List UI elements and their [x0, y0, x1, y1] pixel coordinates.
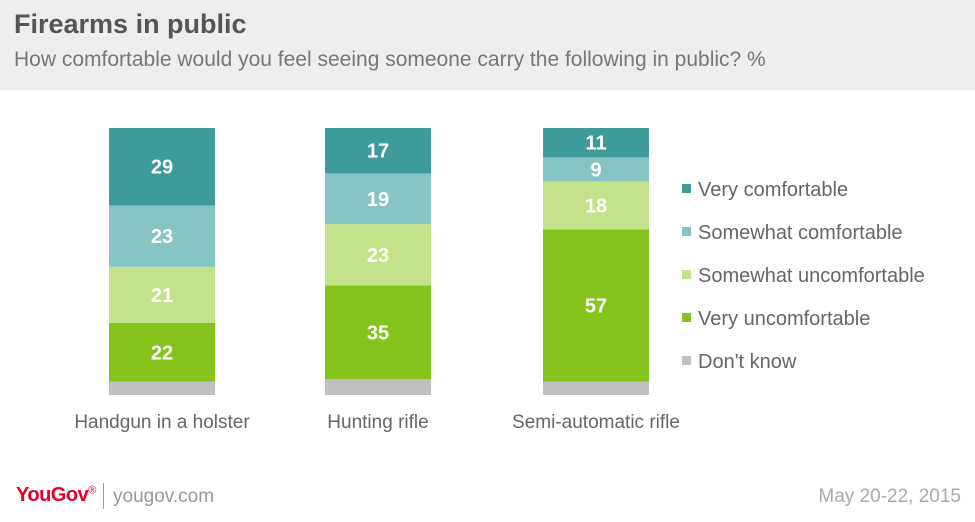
- data-label: 29: [151, 157, 173, 179]
- footer-date: May 20-22, 2015: [818, 486, 961, 507]
- bar-segment-somewhat-comfortable: [325, 173, 431, 225]
- legend-label: Don't know: [698, 351, 797, 373]
- legend-swatch-somewhat-comfortable: [682, 227, 691, 236]
- bar-segment-somewhat-uncomfortable: [109, 266, 215, 323]
- data-label: 11: [585, 133, 606, 155]
- yougov-logo: YouGov®: [16, 484, 96, 506]
- footer-divider: [103, 483, 104, 509]
- legend-label: Somewhat uncomfortable: [698, 265, 925, 287]
- bar-segment-somewhat-comfortable: [109, 205, 215, 267]
- bar-segment-don-t-know: [325, 378, 431, 395]
- header: Firearms in public How comfortable would…: [0, 0, 975, 90]
- data-label: 23: [367, 245, 389, 267]
- category-label: Hunting rifle: [327, 412, 428, 433]
- category-label: Semi-automatic rifle: [512, 412, 680, 433]
- data-label: 18: [585, 195, 607, 217]
- bar-segment-don-t-know: [109, 381, 215, 395]
- legend-swatch-somewhat-uncomfortable: [682, 270, 691, 279]
- footer-site: yougov.com: [113, 486, 215, 507]
- bar-segment-somewhat-uncomfortable: [325, 224, 431, 286]
- data-label: 35: [367, 322, 389, 344]
- legend-label: Very uncomfortable: [698, 308, 870, 330]
- bar-segment-very-uncomfortable: [325, 285, 431, 379]
- stacked-bar-chart: 22 21 23 29 Handgun in a holster 35 23 19 17 Hunt…: [74, 128, 925, 433]
- legend-swatch-very-comfortable: [682, 184, 691, 193]
- chart-title: Firearms in public: [14, 9, 247, 39]
- category-label: Handgun in a holster: [74, 412, 250, 433]
- data-label: 21: [151, 285, 173, 307]
- bar-segment-very-uncomfortable: [109, 322, 215, 382]
- bar-segment-very-comfortable: [543, 128, 649, 158]
- data-label: 17: [367, 141, 389, 163]
- bar-segment-very-uncomfortable: [543, 229, 649, 382]
- data-label: 57: [585, 296, 607, 318]
- bar-segment-somewhat-uncomfortable: [543, 181, 649, 230]
- bar-segment-somewhat-comfortable: [543, 157, 649, 182]
- data-label: 9: [590, 159, 601, 181]
- bar-segment-very-comfortable: [325, 128, 431, 174]
- data-label: 22: [151, 342, 173, 364]
- legend-label: Very comfortable: [698, 179, 848, 201]
- bar-segment-very-comfortable: [109, 128, 215, 206]
- legend-swatch-don-t-know: [682, 356, 691, 365]
- data-label: 19: [367, 189, 389, 211]
- legend-swatch-very-uncomfortable: [682, 313, 691, 322]
- legend-label: Somewhat comfortable: [698, 222, 903, 244]
- chart-subtitle: How comfortable would you feel seeing so…: [14, 48, 766, 71]
- data-label: 23: [151, 226, 173, 248]
- bar-segment-don-t-know: [543, 381, 649, 395]
